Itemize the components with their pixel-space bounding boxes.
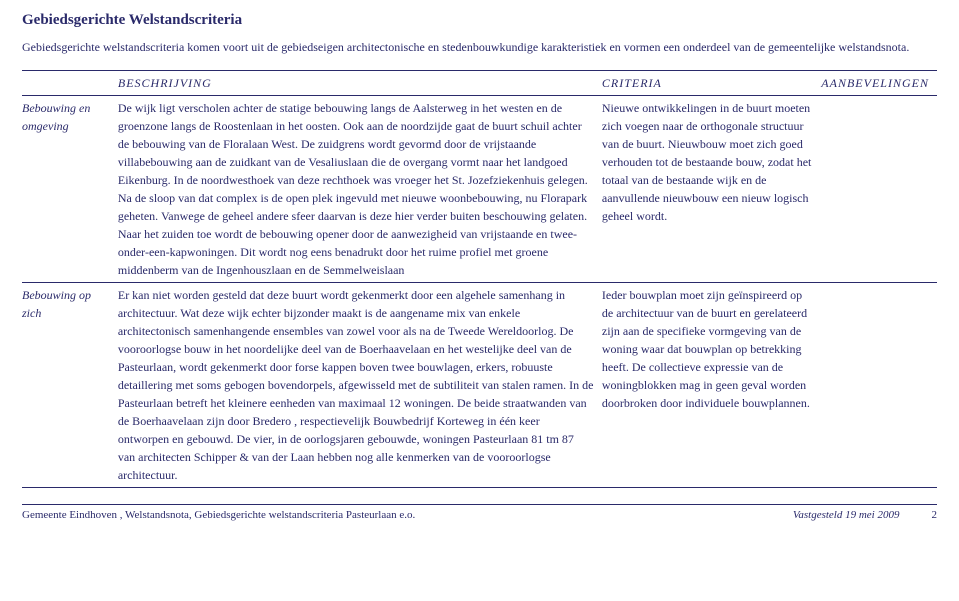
header-label: [22, 71, 118, 96]
page-title: Gebiedsgerichte Welstandscriteria: [22, 12, 937, 29]
row-beschrijving: Er kan niet worden gesteld dat deze buur…: [118, 283, 602, 488]
row-criteria: Nieuwe ontwikkelingen in de buurt moeten…: [602, 96, 821, 283]
document-page: Gebiedsgerichte Welstandscriteria Gebied…: [0, 0, 959, 601]
row-label: Bebouwing en omgeving: [22, 96, 118, 283]
table-row: Bebouwing en omgeving De wijk ligt versc…: [22, 96, 937, 283]
footer-left: Gemeente Eindhoven , Welstandsnota, Gebi…: [22, 509, 415, 521]
header-aanbevelingen: AANBEVELINGEN: [821, 71, 937, 96]
row-aanbevelingen: [821, 96, 937, 283]
table-row: Bebouwing op zich Er kan niet worden ges…: [22, 283, 937, 488]
row-aanbevelingen: [821, 283, 937, 488]
footer-page-number: 2: [932, 509, 938, 521]
header-criteria: CRITERIA: [602, 71, 821, 96]
criteria-table: BESCHRIJVING CRITERIA AANBEVELINGEN Bebo…: [22, 70, 937, 488]
page-footer: Gemeente Eindhoven , Welstandsnota, Gebi…: [22, 504, 937, 521]
row-label: Bebouwing op zich: [22, 283, 118, 488]
table-header-row: BESCHRIJVING CRITERIA AANBEVELINGEN: [22, 71, 937, 96]
header-beschrijving: BESCHRIJVING: [118, 71, 602, 96]
footer-date: Vastgesteld 19 mei 2009: [793, 509, 900, 521]
row-beschrijving: De wijk ligt verscholen achter de statig…: [118, 96, 602, 283]
row-criteria: Ieder bouwplan moet zijn geïnspireerd op…: [602, 283, 821, 488]
intro-paragraph: Gebiedsgerichte welstandscriteria komen …: [22, 39, 937, 56]
